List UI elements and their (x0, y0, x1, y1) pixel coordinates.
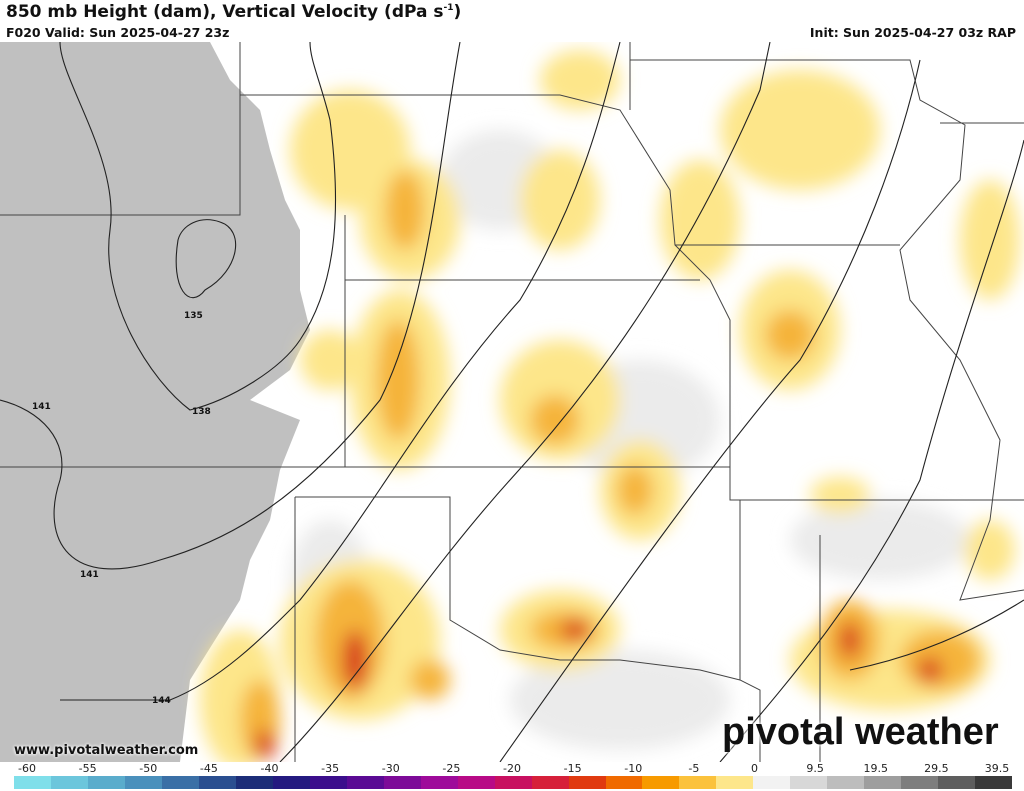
colorbar-swatch (864, 776, 902, 789)
colorbar-swatch (568, 776, 606, 789)
colorbar-label: -10 (624, 762, 643, 775)
contour-labels: 135 138 141 141 144 (32, 311, 211, 706)
height-contours (0, 42, 1024, 762)
colorbar-swatch (235, 776, 273, 789)
title-text: 850 mb Height (dam), Vertical Velocity (… (6, 2, 444, 22)
terrain-mask (0, 42, 310, 762)
colorbar-swatch (309, 776, 347, 789)
weather-map[interactable]: 135 138 141 141 144 (0, 42, 1024, 762)
colorbar-swatch (420, 776, 458, 789)
colorbar-swatch (457, 776, 495, 789)
colorbar-swatch (14, 776, 51, 789)
colorbar-swatch (642, 776, 680, 789)
colorbar-label: -45 (199, 762, 218, 775)
state-borders (0, 42, 1024, 762)
colorbar-swatch (494, 776, 532, 789)
colorbar-swatch (901, 776, 939, 789)
colorbar-label: -30 (381, 762, 400, 775)
colorbar-swatch (87, 776, 125, 789)
colorbar-label: -25 (442, 762, 461, 775)
colorbar-swatch (198, 776, 236, 789)
contour-label: 135 (184, 311, 203, 321)
title-superscript: -1 (443, 3, 454, 13)
colorbar-swatch (161, 776, 199, 789)
init-time: Init: Sun 2025-04-27 03z RAP (809, 25, 1016, 40)
colorbar-label: 19.5 (863, 762, 889, 775)
colorbar-label: -50 (139, 762, 158, 775)
colorbar-swatch (50, 776, 88, 789)
colorbar-swatch (679, 776, 717, 789)
colorbar-swatch (383, 776, 421, 789)
colorbar-swatch (753, 776, 791, 789)
colorbar-label: 39.5 (984, 762, 1010, 775)
contour-label: 144 (152, 696, 171, 706)
colorbar-swatch (827, 776, 865, 789)
colorbar-swatch (938, 776, 976, 789)
colorbar-swatch (716, 776, 754, 789)
title-end: ) (453, 2, 462, 22)
website-url: www.pivotalweather.com (14, 743, 199, 758)
colorbar-swatch (531, 776, 569, 789)
colorbar-label: -35 (321, 762, 340, 775)
chart-title: 850 mb Height (dam), Vertical Velocity (… (6, 2, 461, 22)
colorbar-label: 9.5 (806, 762, 824, 775)
contour-label: 138 (192, 407, 211, 417)
colorbar-label: -20 (503, 762, 521, 775)
colorbar-swatch (790, 776, 828, 789)
colorbar-label: -60 (18, 762, 36, 775)
colorbar-swatch (605, 776, 643, 789)
contour-label: 141 (32, 402, 51, 412)
colorbar-swatch (272, 776, 310, 789)
colorbar (14, 776, 1013, 789)
colorbar-label: 29.5 (924, 762, 949, 775)
pivotal-weather-logo: pivotal weather (722, 711, 999, 753)
velocity-shading (200, 50, 1020, 762)
colorbar-swatch (124, 776, 162, 789)
contour-label: 141 (80, 570, 99, 580)
colorbar-label: -15 (563, 762, 582, 775)
colorbar-swatch (346, 776, 384, 789)
colorbar-label: 0 (751, 762, 758, 775)
colorbar-label: -55 (78, 762, 97, 775)
colorbar-label: -40 (260, 762, 279, 775)
colorbar-label: -5 (688, 762, 700, 775)
colorbar-swatch (975, 776, 1013, 789)
valid-time: F020 Valid: Sun 2025-04-27 23z (6, 25, 230, 40)
